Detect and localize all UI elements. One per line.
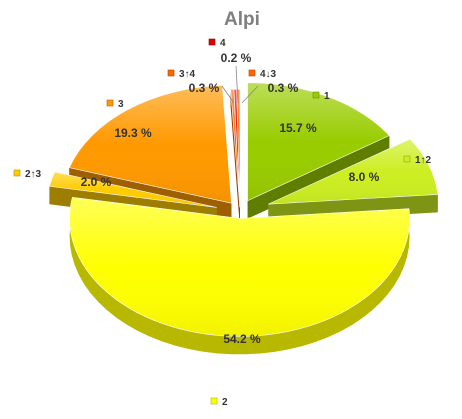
- legend-label: 2: [222, 397, 228, 408]
- legend-swatch: [13, 169, 21, 177]
- legend-swatch: [312, 91, 320, 99]
- leader-line: [235, 65, 239, 104]
- slice-value-label: 0.2 %: [221, 51, 252, 65]
- legend-label: 2↑3: [25, 169, 42, 180]
- slice-highlight: [268, 139, 438, 205]
- legend-label: 3↑4: [179, 69, 196, 80]
- slice-highlight: [230, 89, 240, 208]
- legend-swatch: [248, 69, 256, 77]
- slice-value-label: 0.3 %: [189, 81, 220, 95]
- slice-highlight: [247, 82, 390, 201]
- legend-label: 1↑2: [415, 155, 432, 166]
- slice-value-label: 8.0 %: [349, 170, 380, 184]
- slice-highlight: [49, 171, 217, 208]
- slice-highlight: [69, 85, 232, 204]
- legend-swatch: [208, 38, 216, 46]
- leader-line: [221, 85, 235, 104]
- pie-labels: 15.7 % 1 8.0 % 1↑2 54.2 % 2 2.0 % 2↑3 19.3 % 3 0.3…: [13, 38, 432, 408]
- legend-swatch: [403, 155, 411, 163]
- slice-cut-face: [230, 89, 240, 226]
- slice-value-label: 2.0 %: [81, 175, 112, 189]
- legend-swatch: [210, 397, 218, 405]
- legend-label: 3: [118, 99, 124, 110]
- legend-label: 4↓3: [260, 69, 277, 80]
- leader-line: [241, 85, 259, 104]
- legend-swatch: [167, 69, 175, 77]
- slice-highlight: [69, 197, 410, 337]
- legend-label: 4: [220, 38, 226, 49]
- slice-value-label: 15.7 %: [279, 121, 317, 135]
- slice-value-label: 19.3 %: [114, 126, 152, 140]
- chart-title: Alpi: [224, 9, 260, 30]
- slice-value-label: 0.3 %: [268, 81, 299, 95]
- slice-highlight: [233, 89, 240, 208]
- legend-label: 1: [324, 91, 330, 102]
- slice-value-label: 54.2 %: [223, 332, 261, 346]
- slice-highlight: [236, 89, 240, 208]
- pie-slices: [49, 82, 439, 337]
- legend-swatch: [106, 99, 114, 107]
